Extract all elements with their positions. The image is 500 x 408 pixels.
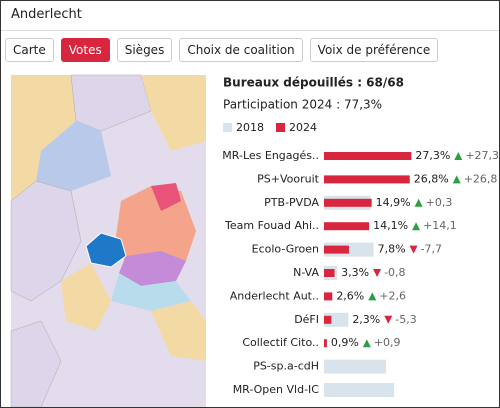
arrow-up [452, 175, 461, 184]
tab[interactable]: Voix de préférence [309, 38, 439, 62]
arrow-up [414, 198, 423, 207]
bar-2024 [324, 198, 372, 207]
category-label: DéFI [294, 313, 319, 326]
bar-2024 [324, 269, 335, 277]
page-title: Anderlecht [11, 7, 82, 22]
arrow-down [373, 269, 382, 277]
turnout-text: Participation 2024 : 77,3% [223, 98, 382, 112]
map-area [111, 273, 191, 311]
change-label: +14,1 [423, 219, 457, 232]
map-area [151, 301, 206, 361]
category-label: MR-Open Vld-IC [233, 383, 320, 396]
change-label: +27,3 [465, 149, 499, 162]
category-label: MR-Les Engagés.. [222, 149, 319, 162]
change-label: -7,7 [421, 243, 442, 256]
counted-text: Bureaux dépouillés : 68/68 [223, 76, 404, 90]
value-label: 2,6% [336, 289, 364, 302]
category-label: Anderlecht Aut.. [230, 289, 319, 302]
bar-2024 [324, 315, 332, 324]
bar-2024 [324, 339, 327, 348]
map-area [11, 141, 41, 201]
map [10, 74, 206, 407]
change-label: +2,6 [379, 289, 406, 302]
tab[interactable]: Carte [5, 38, 54, 62]
category-label: N-VA [293, 266, 319, 279]
map-area [61, 263, 111, 331]
bar-2018 [324, 383, 395, 397]
map-area [119, 251, 186, 286]
value-label: 26,8% [414, 172, 449, 185]
separator [1, 30, 499, 31]
change-label: +26,8 [464, 172, 498, 185]
value-label: 3,3% [341, 266, 369, 279]
arrow-down [384, 315, 393, 324]
arrow-up [412, 222, 421, 231]
bar-2024 [324, 245, 349, 254]
change-label: +0,9 [374, 336, 401, 349]
value-label: 27,3% [415, 149, 450, 162]
map-area [151, 183, 181, 211]
legend-label: 2018 [236, 121, 264, 134]
tab[interactable]: Choix de coalition [179, 38, 303, 62]
change-label: +0,3 [426, 196, 453, 209]
legend-label: 2024 [289, 121, 317, 134]
map-area [10, 180, 82, 302]
bar-2024 [324, 175, 410, 184]
legend-swatch [223, 123, 232, 132]
arrow-down [409, 245, 418, 254]
map-area [141, 75, 206, 151]
category-label: Collectif Cito.. [242, 336, 319, 349]
value-label: 14,1% [373, 219, 408, 232]
tab[interactable]: Votes [60, 38, 110, 62]
tab[interactable]: Sièges [116, 38, 173, 62]
value-label: 7,8% [378, 243, 406, 256]
category-label: Ecolo-Groen [252, 243, 319, 256]
tab-bar: Carte Votes Sièges Choix de coalition Voix d… [5, 38, 439, 62]
map-area [70, 74, 152, 132]
bar-2018 [324, 359, 387, 374]
value-label: 0,9% [331, 336, 359, 349]
arrow-up [362, 339, 371, 348]
bar-2024 [324, 222, 370, 231]
category-label: Team Fouad Ahi.. [224, 219, 319, 232]
map-area [11, 75, 76, 151]
category-label: PS+Vooruit [257, 172, 320, 185]
map-area [36, 121, 111, 191]
legend-swatch [276, 123, 285, 132]
change-label: -0,8 [384, 266, 405, 279]
category-label: PS-sp.a-cdH [253, 360, 319, 373]
map-area [116, 186, 196, 271]
category-label: PTB-PVDA [264, 196, 319, 209]
bar-2024 [324, 152, 412, 160]
value-label: 2,3% [352, 313, 380, 326]
value-label: 14,9% [376, 196, 411, 209]
change-label: -5,3 [395, 313, 416, 326]
arrow-up [454, 152, 463, 160]
map-area [10, 320, 62, 407]
bar-2024 [324, 292, 333, 301]
arrow-up [368, 292, 377, 301]
